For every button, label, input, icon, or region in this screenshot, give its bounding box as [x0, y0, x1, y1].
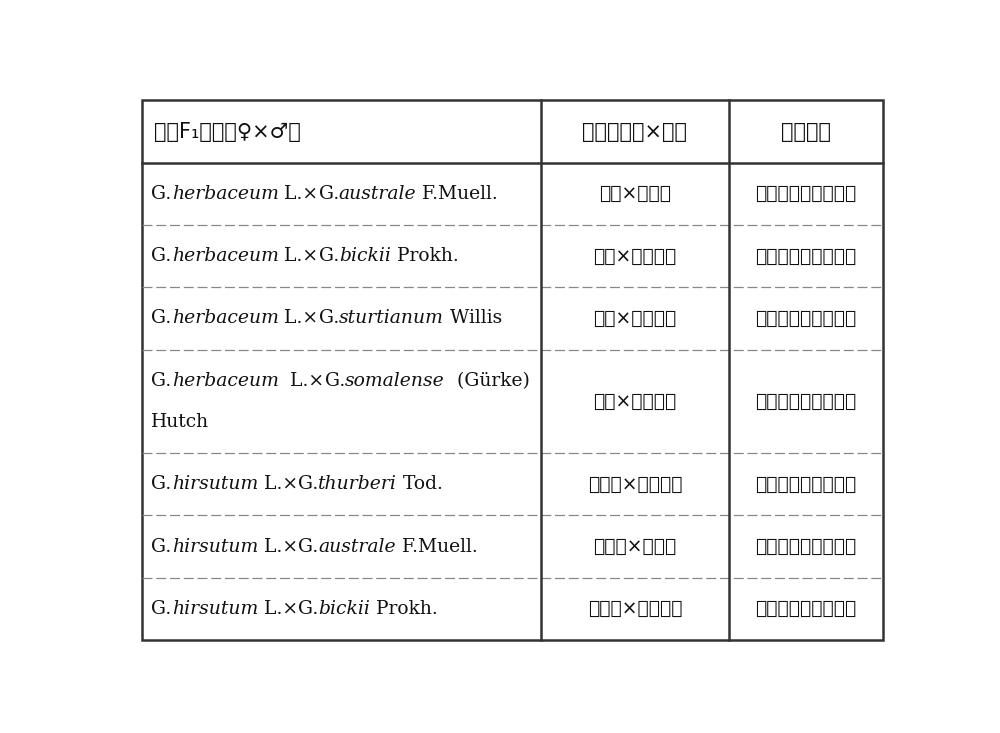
Text: G.: G.: [151, 185, 172, 203]
Text: G.: G.: [151, 247, 172, 265]
Text: 加倍为四倍体、可育: 加倍为四倍体、可育: [755, 309, 856, 328]
Text: G.: G.: [298, 600, 318, 618]
Text: G.: G.: [151, 537, 172, 556]
Text: G.: G.: [319, 185, 339, 203]
Text: bickii: bickii: [318, 600, 370, 618]
Text: F.Muell.: F.Muell.: [416, 185, 498, 203]
Text: G.: G.: [151, 372, 172, 390]
Text: somalense: somalense: [345, 372, 445, 390]
Text: L.×: L.×: [258, 537, 298, 556]
Text: G.: G.: [298, 537, 318, 556]
Text: L.×: L.×: [278, 247, 319, 265]
Text: L.×: L.×: [278, 372, 325, 390]
Text: 加倍为六倍体、可育: 加倍为六倍体、可育: [755, 475, 856, 494]
Text: hirsutum: hirsutum: [172, 600, 258, 618]
Text: 加倍为四倍体、可育: 加倍为四倍体、可育: [755, 246, 856, 265]
Text: 陆地棉×比克氏棉: 陆地棉×比克氏棉: [588, 600, 682, 619]
Text: 中文名（母×父）: 中文名（母×父）: [582, 122, 687, 141]
Text: australe: australe: [339, 185, 416, 203]
Text: G.: G.: [319, 247, 339, 265]
Text: herbaceum: herbaceum: [172, 247, 278, 265]
Text: 草棉×索马里棉: 草棉×索马里棉: [593, 392, 677, 410]
Text: G.: G.: [298, 475, 318, 493]
Text: Willis: Willis: [444, 309, 502, 328]
Text: herbaceum: herbaceum: [172, 309, 278, 328]
Text: 陆地棉×澳洲棉: 陆地棉×澳洲棉: [593, 537, 677, 556]
Text: Prokh.: Prokh.: [370, 600, 438, 618]
Text: 草棉×斯特提棉: 草棉×斯特提棉: [593, 309, 677, 328]
Text: herbaceum: herbaceum: [172, 372, 278, 390]
Text: hirsutum: hirsutum: [172, 537, 258, 556]
Text: 加倍结果: 加倍结果: [781, 122, 831, 141]
Text: L.×: L.×: [258, 600, 298, 618]
Text: 草棉×澳洲棉: 草棉×澳洲棉: [599, 184, 671, 203]
Text: 加倍为四倍体、可育: 加倍为四倍体、可育: [755, 184, 856, 203]
Text: 加倍为六倍体、可育: 加倍为六倍体、可育: [755, 537, 856, 556]
Text: (Gürke): (Gürke): [445, 372, 529, 390]
Text: G.: G.: [151, 475, 172, 493]
Text: G.: G.: [325, 372, 345, 390]
Text: L.×: L.×: [278, 185, 319, 203]
Text: 杂种F₁来源（♀×♂）: 杂种F₁来源（♀×♂）: [154, 122, 301, 141]
Text: F.Muell.: F.Muell.: [396, 537, 478, 556]
Text: 草棉×比克氏棉: 草棉×比克氏棉: [593, 246, 677, 265]
Text: herbaceum: herbaceum: [172, 185, 278, 203]
Text: G.: G.: [151, 600, 172, 618]
Text: L.×: L.×: [278, 309, 319, 328]
Text: G.: G.: [151, 309, 172, 328]
Text: thurberi: thurberi: [318, 475, 397, 493]
Text: 加倍为四倍体、可育: 加倍为四倍体、可育: [755, 392, 856, 410]
Text: 加倍为六倍体、可育: 加倍为六倍体、可育: [755, 600, 856, 619]
Text: Prokh.: Prokh.: [391, 247, 458, 265]
Text: G.: G.: [319, 309, 339, 328]
Text: Hutch: Hutch: [151, 413, 209, 430]
Text: hirsutum: hirsutum: [172, 475, 258, 493]
Text: australe: australe: [318, 537, 396, 556]
Text: sturtianum: sturtianum: [339, 309, 444, 328]
Text: 陆地棉×瑟伯氏棉: 陆地棉×瑟伯氏棉: [588, 475, 682, 494]
Text: L.×: L.×: [258, 475, 298, 493]
Text: bickii: bickii: [339, 247, 391, 265]
Text: Tod.: Tod.: [397, 475, 443, 493]
